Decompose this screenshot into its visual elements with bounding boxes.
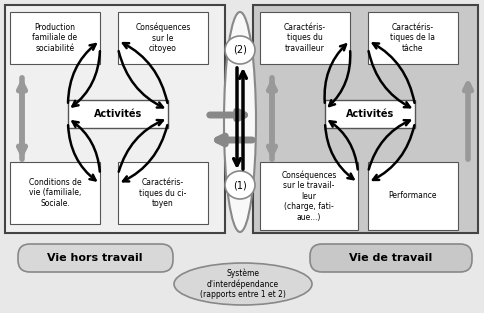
Bar xyxy=(367,12,457,64)
Text: Conséquences
sur le
citoyeo: Conséquences sur le citoyeo xyxy=(135,23,190,53)
Bar xyxy=(324,100,414,128)
FancyBboxPatch shape xyxy=(18,244,173,272)
Text: Caractéris-
tiques du
travailleur: Caractéris- tiques du travailleur xyxy=(283,23,325,53)
Text: Caractéris-
tiques du ci-
toyen: Caractéris- tiques du ci- toyen xyxy=(139,178,186,208)
Text: Production
familiale de
sociabilité: Production familiale de sociabilité xyxy=(32,23,77,53)
Ellipse shape xyxy=(224,12,256,232)
Ellipse shape xyxy=(225,36,255,64)
FancyBboxPatch shape xyxy=(309,244,471,272)
Bar xyxy=(259,12,349,64)
Text: (2): (2) xyxy=(233,45,246,55)
Text: Vie hors travail: Vie hors travail xyxy=(47,253,142,263)
Text: (1): (1) xyxy=(233,180,246,190)
Text: Activités: Activités xyxy=(94,109,142,119)
Ellipse shape xyxy=(174,263,311,305)
Text: Système
d'interdépendance
(rapports entre 1 et 2): Système d'interdépendance (rapports entr… xyxy=(199,269,286,300)
Bar xyxy=(253,5,477,233)
Text: Conditions de
vie (familiale,
Sociale.: Conditions de vie (familiale, Sociale. xyxy=(29,178,81,208)
Bar xyxy=(10,12,100,64)
Ellipse shape xyxy=(225,171,255,199)
Bar xyxy=(5,5,225,233)
Text: Conséquences
sur le travail-
leur
(charge, fati-
aue...): Conséquences sur le travail- leur (charg… xyxy=(281,171,336,222)
Bar xyxy=(259,162,357,230)
Text: Performance: Performance xyxy=(388,192,437,201)
Bar xyxy=(118,12,208,64)
Bar xyxy=(68,100,167,128)
Text: Vie de travail: Vie de travail xyxy=(348,253,432,263)
Text: Activités: Activités xyxy=(345,109,393,119)
Bar xyxy=(10,162,100,224)
Text: Caractéris-
tiques de la
tâche: Caractéris- tiques de la tâche xyxy=(390,23,435,53)
Bar xyxy=(118,162,208,224)
Bar xyxy=(367,162,457,230)
